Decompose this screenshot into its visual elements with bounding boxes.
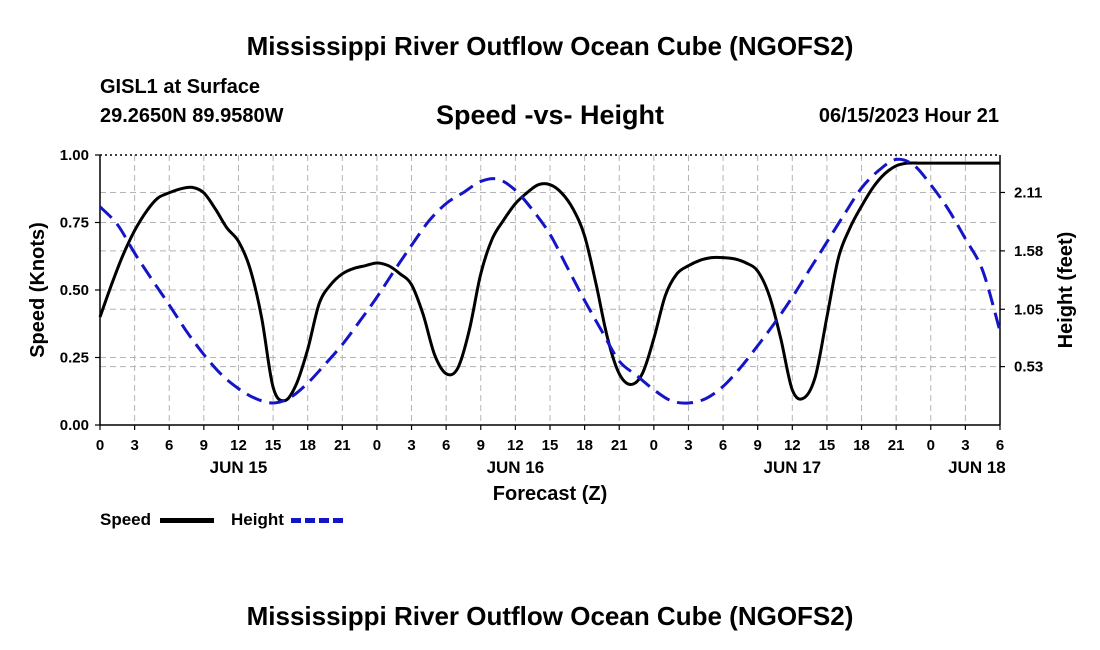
x-tick-label: 0: [96, 437, 104, 454]
y-tick-label-right: 1.05: [1014, 301, 1043, 318]
series-line-speed: [98, 161, 1000, 403]
x-tick-label: 15: [265, 437, 282, 454]
x-tick-label: 9: [200, 437, 208, 454]
x-tick-label: 12: [507, 437, 524, 454]
y-tick-label-left: 0.75: [60, 215, 89, 232]
x-tick-label: 3: [407, 437, 415, 454]
x-tick-label: 6: [996, 437, 1004, 454]
x-tick-label: 15: [542, 437, 559, 454]
x-tick-label: 0: [927, 437, 935, 454]
main-title: Mississippi River Outflow Ocean Cube (NG…: [246, 31, 854, 61]
legend-height-label: Height: [231, 510, 284, 529]
x-tick-label: 3: [684, 437, 692, 454]
x-tick-label: 3: [130, 437, 138, 454]
x-tick-label: 9: [477, 437, 485, 454]
x-tick-label: 15: [819, 437, 836, 454]
x-tick-label: 21: [334, 437, 351, 454]
y-axis-title-left: Speed (Knots): [27, 222, 49, 358]
x-axis-title: Forecast (Z): [493, 483, 607, 505]
x-day-label: JUN 18: [948, 458, 1006, 477]
y-tick-label-left: 0.00: [60, 417, 89, 434]
x-day-label: JUN 15: [210, 458, 268, 477]
y-axis-title-right: Height (feet): [1055, 232, 1077, 349]
footer-title: Mississippi River Outflow Ocean Cube (NG…: [246, 601, 854, 631]
x-tick-label: 0: [373, 437, 381, 454]
x-tick-label: 12: [784, 437, 801, 454]
x-day-label: JUN 17: [763, 458, 821, 477]
y-tick-label-left: 0.50: [60, 282, 89, 299]
legend-speed-swatch: [159, 518, 214, 524]
forecast-datetime: 06/15/2023 Hour 21: [818, 105, 999, 127]
x-day-label: JUN 16: [487, 458, 545, 477]
x-tick-label: 12: [230, 437, 247, 454]
y-tick-label-left: 1.00: [60, 147, 89, 164]
legend-height: Height: [231, 510, 343, 530]
x-tick-label: 21: [611, 437, 628, 454]
y-tick-label-left: 0.25: [60, 350, 89, 367]
legend-height-swatch: [290, 518, 343, 524]
x-tick-label: 6: [719, 437, 727, 454]
series-line-height: [98, 157, 1002, 405]
y-tick-label-right: 1.58: [1014, 243, 1043, 260]
x-tick-label: 3: [961, 437, 969, 454]
y-tick-label-right: 2.11: [1014, 184, 1042, 201]
station-label: GISL1 at Surface: [100, 76, 261, 98]
legend-speed-label: Speed: [100, 510, 152, 529]
station-coordinates: 29.2650N 89.9580W: [100, 105, 284, 127]
x-tick-label: 9: [754, 437, 762, 454]
y-tick-label-right: 0.53: [1014, 359, 1043, 376]
x-tick-label: 0: [650, 437, 658, 454]
x-tick-label: 21: [888, 437, 905, 454]
legend-speed: Speed: [100, 510, 214, 530]
x-tick-label: 6: [442, 437, 450, 454]
chart-subtitle: Speed -vs- Height: [435, 100, 665, 130]
x-tick-label: 18: [576, 437, 593, 454]
x-tick-label: 18: [299, 437, 316, 454]
x-tick-label: 18: [853, 437, 870, 454]
x-tick-label: 6: [165, 437, 173, 454]
